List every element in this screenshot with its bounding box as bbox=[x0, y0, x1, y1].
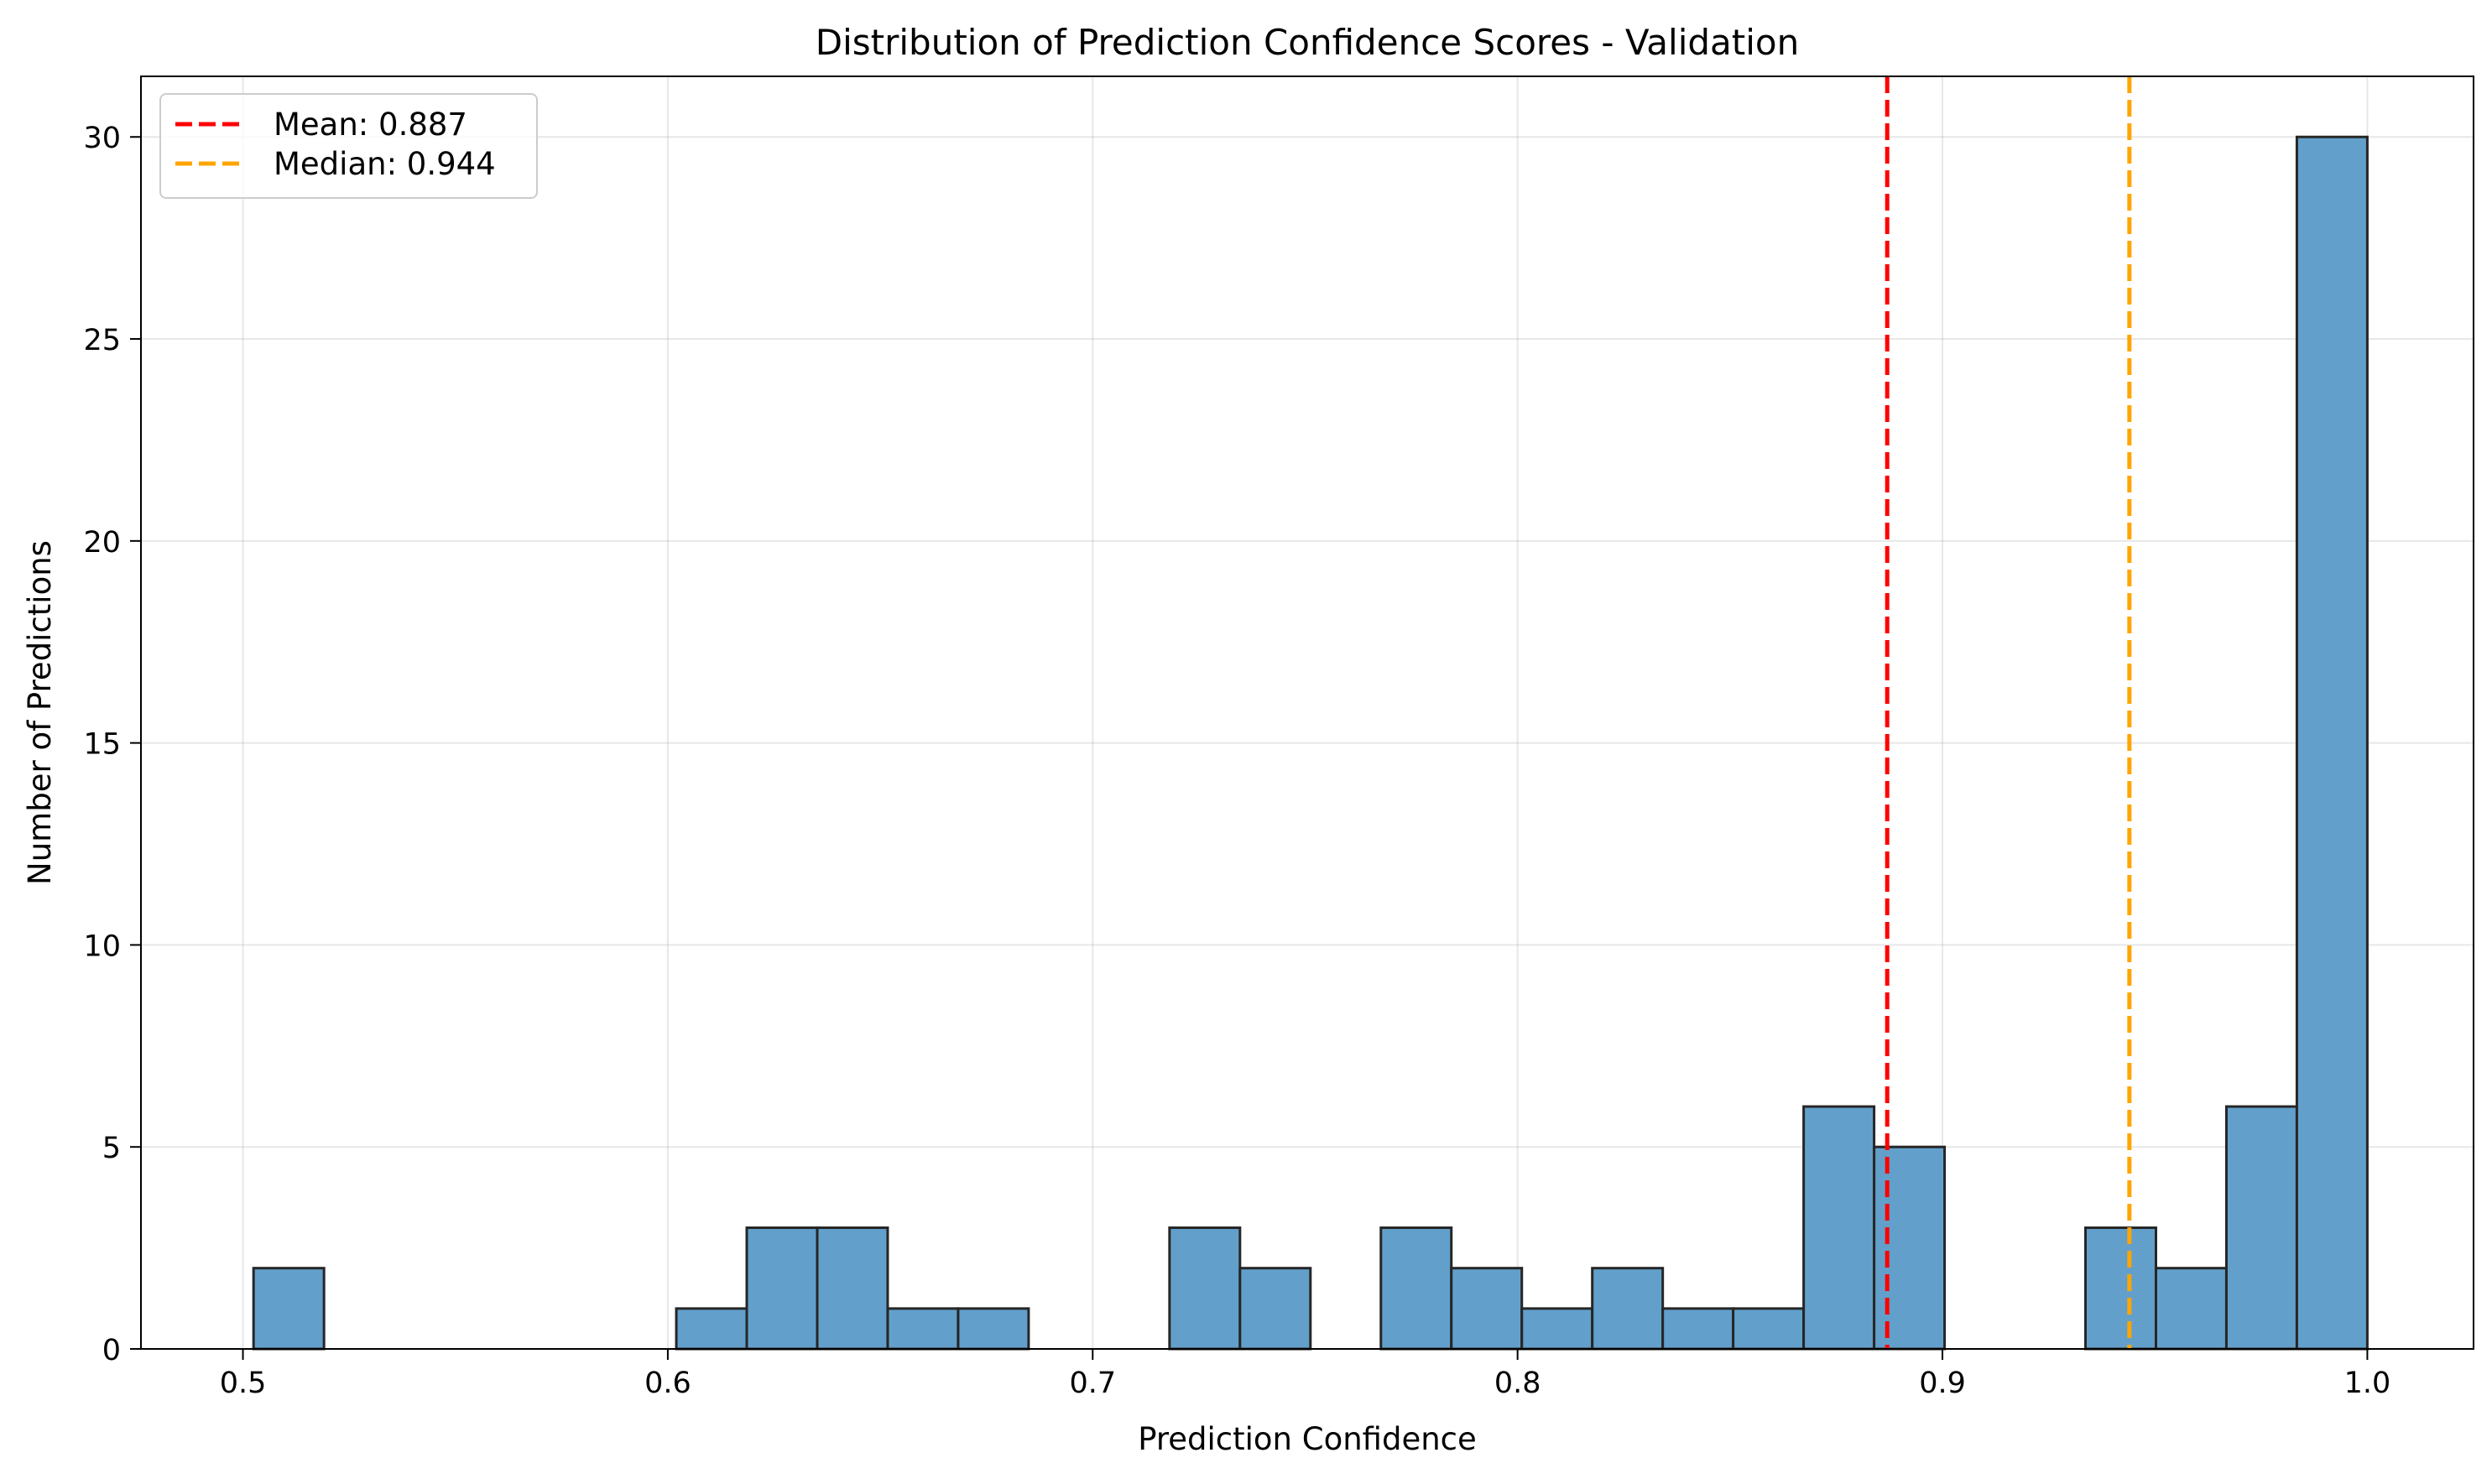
histogram-bar bbox=[2295, 135, 2369, 1351]
histogram-bar bbox=[886, 1307, 960, 1351]
legend-box bbox=[159, 93, 538, 199]
histogram-bar bbox=[816, 1226, 889, 1351]
histogram-bar bbox=[1168, 1226, 1242, 1351]
histogram-bar bbox=[2154, 1267, 2228, 1351]
histogram-bar bbox=[675, 1307, 748, 1351]
histogram-bar bbox=[252, 1267, 326, 1351]
legend-label: Mean: 0.887 bbox=[274, 107, 467, 143]
histogram-bar bbox=[2224, 1105, 2298, 1351]
histogram-bar bbox=[1520, 1307, 1594, 1351]
histogram-bar bbox=[1450, 1267, 1524, 1351]
y-tick-label: 25 bbox=[83, 324, 121, 357]
x-tick-label: 0.7 bbox=[1069, 1367, 1116, 1400]
x-tick-label: 0.8 bbox=[1494, 1367, 1541, 1400]
plot-frame bbox=[140, 76, 2474, 1350]
x-tick-label: 0.9 bbox=[1919, 1367, 1966, 1400]
histogram-bar bbox=[2084, 1226, 2157, 1351]
y-tick-label: 0 bbox=[102, 1334, 121, 1367]
x-axis-ticks: 0.5 0.6 0.7 0.8 0.9 1.0 bbox=[220, 1349, 2391, 1400]
histogram-bar bbox=[1591, 1267, 1665, 1351]
x-tick-label: 0.5 bbox=[220, 1367, 267, 1400]
chart-title: Distribution of Prediction Confidence Sc… bbox=[816, 22, 1799, 63]
y-tick-label: 30 bbox=[83, 122, 121, 155]
histogram-bar bbox=[1873, 1145, 1947, 1351]
histogram-bar bbox=[957, 1307, 1030, 1351]
histogram-bar bbox=[745, 1226, 819, 1351]
y-tick-label: 10 bbox=[83, 929, 121, 963]
x-tick-label: 0.6 bbox=[644, 1367, 691, 1400]
histogram-bar bbox=[1379, 1226, 1453, 1351]
reference-lines bbox=[1885, 76, 2132, 1349]
y-tick-label: 15 bbox=[83, 728, 121, 762]
y-tick-label: 20 bbox=[83, 526, 121, 560]
histogram-bar bbox=[1238, 1267, 1312, 1351]
x-tick-label: 1.0 bbox=[2344, 1367, 2391, 1400]
x-axis-label: Prediction Confidence bbox=[1138, 1421, 1477, 1457]
histogram-bar bbox=[1732, 1307, 1806, 1351]
y-axis-label: Number of Predictions bbox=[22, 540, 58, 885]
y-tick-label: 5 bbox=[102, 1132, 121, 1165]
histogram-bar bbox=[1802, 1105, 1876, 1351]
histogram-bar bbox=[1661, 1307, 1735, 1351]
histogram-bars bbox=[252, 135, 2369, 1351]
y-axis-ticks: 0 5 10 15 20 25 30 bbox=[83, 122, 141, 1367]
legend-label: Median: 0.944 bbox=[274, 146, 496, 182]
